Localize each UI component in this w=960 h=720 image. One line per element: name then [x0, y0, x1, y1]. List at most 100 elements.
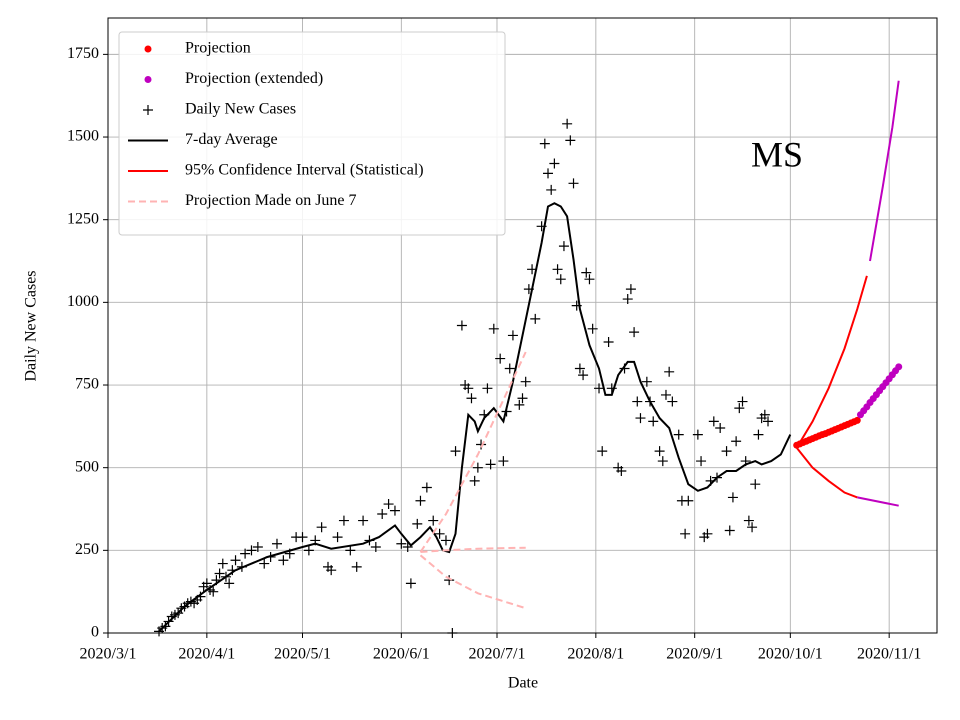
case-marker [271, 538, 282, 549]
case-marker [504, 363, 515, 374]
case-marker [517, 393, 528, 404]
case-marker [495, 353, 506, 364]
case-marker [240, 548, 251, 559]
plot-area [154, 80, 903, 638]
case-marker [539, 138, 550, 149]
case-marker [581, 267, 592, 278]
case-marker [747, 522, 758, 533]
y-axis-label: Daily New Cases [23, 270, 40, 381]
case-marker [558, 241, 569, 252]
case-marker [444, 575, 455, 586]
case-marker [597, 446, 608, 457]
case-marker [440, 535, 451, 546]
case-marker [338, 515, 349, 526]
x-tick-label: 2020/9/1 [666, 646, 723, 663]
case-marker [584, 274, 595, 285]
case-marker [753, 429, 764, 440]
case-marker [565, 135, 576, 146]
case-marker [217, 558, 228, 569]
case-marker [724, 525, 735, 536]
case-marker [246, 545, 257, 556]
case-marker [252, 542, 263, 553]
case-marker [230, 555, 241, 566]
case-marker [731, 436, 742, 447]
case-marker [708, 416, 719, 427]
case-marker [201, 578, 212, 589]
x-tick-label: 2020/3/1 [80, 646, 137, 663]
case-marker [383, 499, 394, 510]
case-marker [463, 383, 474, 394]
case-marker [476, 439, 487, 450]
legend-label: 95% Confidence Interval (Statistical) [185, 162, 424, 179]
y-tick-label: 0 [91, 624, 99, 641]
case-marker [660, 389, 671, 400]
case-marker [208, 586, 219, 597]
case-marker [472, 462, 483, 473]
case-marker [316, 522, 327, 533]
y-tick-label: 1250 [67, 210, 99, 227]
y-tick-label: 1750 [67, 45, 99, 62]
case-marker [692, 429, 703, 440]
case-marker [667, 396, 678, 407]
case-marker [351, 561, 362, 572]
case-marker [370, 542, 381, 553]
case-marker [507, 330, 518, 341]
case-marker [680, 528, 691, 539]
case-marker [622, 294, 633, 305]
x-tick-label: 2020/7/1 [469, 646, 526, 663]
legend-marker [144, 45, 152, 53]
legend-label: Daily New Cases [185, 101, 296, 118]
case-marker [514, 399, 525, 410]
case-marker [214, 568, 225, 579]
case-marker [358, 515, 369, 526]
case-marker [715, 423, 726, 433]
case-marker [466, 393, 477, 404]
case-marker [734, 403, 745, 414]
case-marker [641, 376, 652, 387]
plot-frame [107, 17, 938, 634]
case-marker [469, 475, 480, 486]
y-tick-label: 250 [75, 541, 99, 558]
case-marker [578, 370, 589, 381]
case-marker [259, 558, 270, 569]
case-marker [625, 284, 636, 295]
annotation: MS [751, 134, 803, 174]
case-marker [673, 429, 684, 440]
line-series [419, 351, 527, 553]
x-tick-label: 2020/6/1 [373, 646, 430, 663]
case-marker [759, 409, 770, 420]
case-marker [568, 178, 579, 189]
y-tick-label: 500 [75, 458, 99, 475]
case-marker [562, 118, 573, 129]
x-tick-label: 2020/5/1 [274, 646, 331, 663]
case-marker [555, 274, 566, 285]
case-marker [648, 416, 659, 427]
case-marker [702, 528, 713, 539]
case-marker [574, 363, 585, 374]
legend-box [118, 31, 506, 236]
legend: Projection Projection (extended) Daily New… [118, 31, 506, 236]
case-marker [402, 542, 413, 553]
legend-marker [144, 76, 152, 83]
line-series [857, 496, 899, 507]
case-marker [632, 396, 643, 407]
x-tick-label: 2020/11/1 [857, 646, 921, 663]
case-marker [737, 396, 748, 407]
case-marker [587, 323, 598, 334]
case-marker [332, 532, 343, 543]
case-marker [405, 578, 416, 589]
case-marker [488, 323, 499, 334]
line-series [869, 80, 900, 262]
case-marker [763, 416, 774, 427]
x-axis-label: Date [508, 675, 538, 692]
legend-label: Projection (extended) [185, 70, 323, 87]
projection-point [895, 363, 903, 371]
case-marker [594, 383, 605, 394]
case-marker [412, 518, 423, 529]
case-marker [546, 184, 557, 195]
y-tick-label: 1500 [67, 128, 99, 145]
x-tick-label: 2020/4/1 [178, 646, 235, 663]
case-marker [450, 446, 461, 457]
